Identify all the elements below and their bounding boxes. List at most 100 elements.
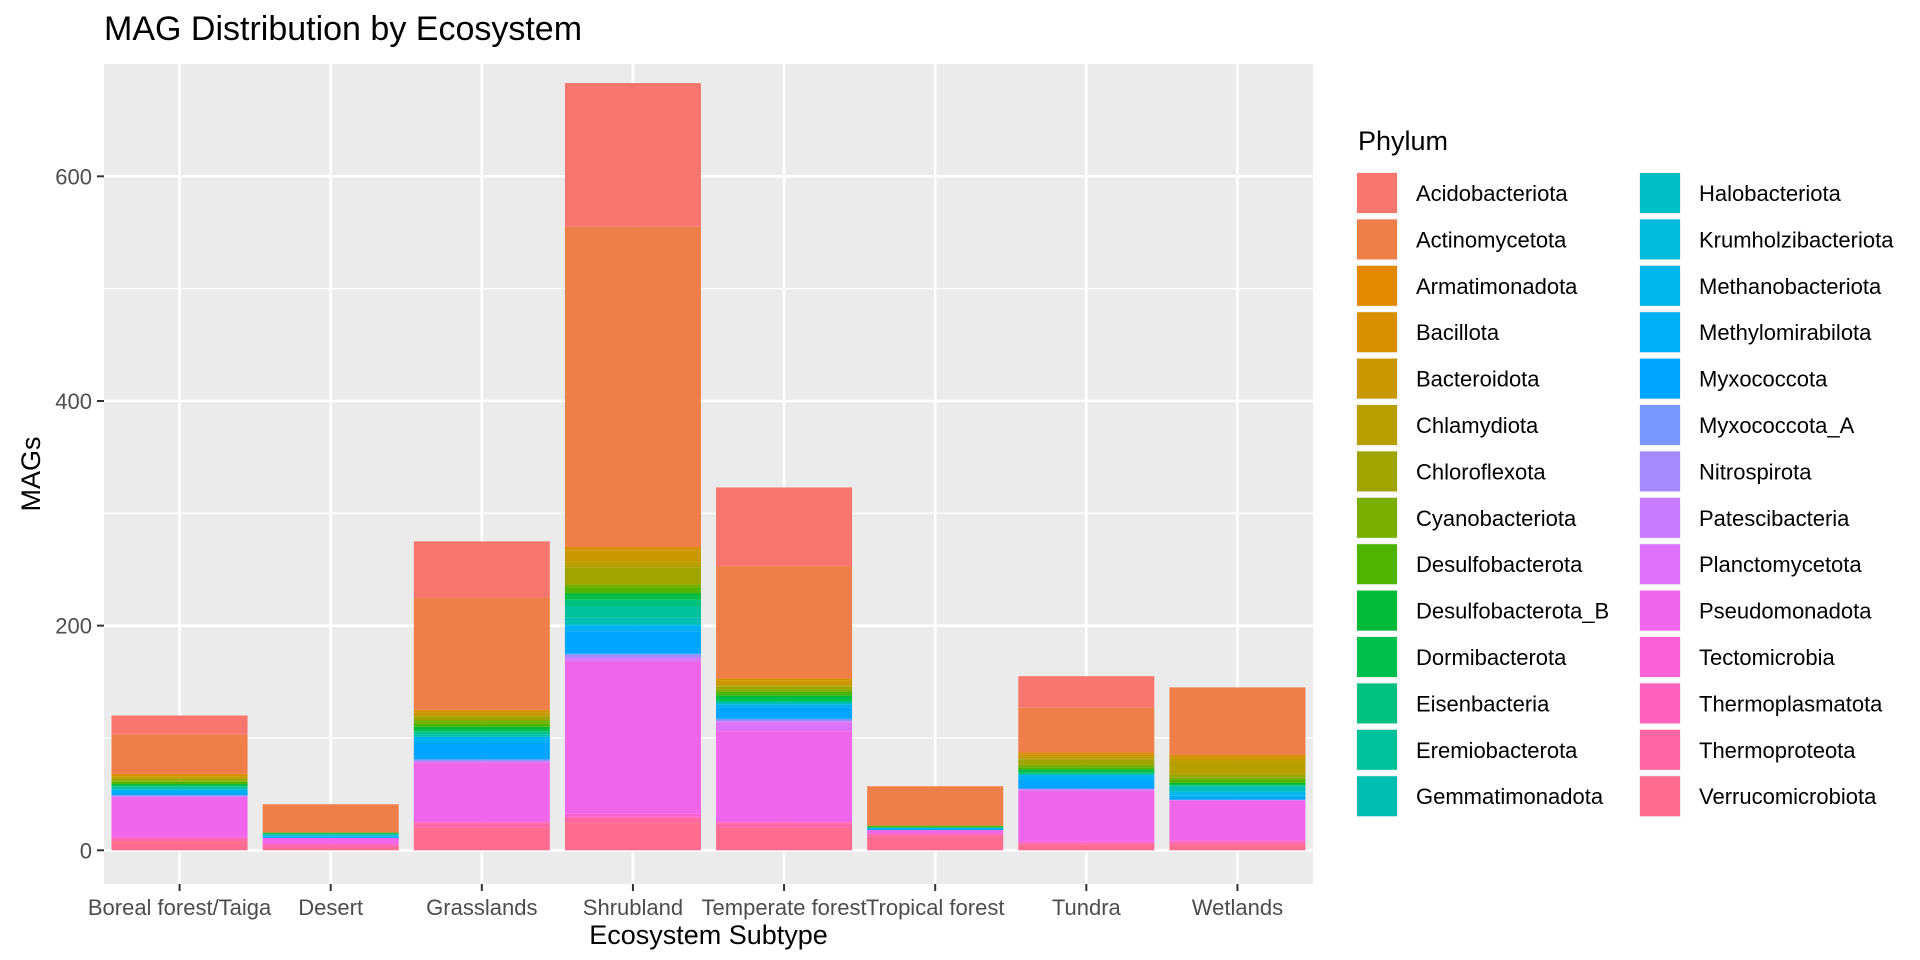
bar-segment xyxy=(716,822,853,824)
bar-segment xyxy=(413,726,550,729)
x-tick-label: Temperate forest xyxy=(702,895,867,920)
bar-segment xyxy=(564,661,701,814)
bar-segment xyxy=(564,587,701,594)
bar-segment xyxy=(867,825,1004,827)
bar-segment xyxy=(111,836,248,838)
bar-segment xyxy=(716,685,853,687)
x-axis: Boreal forest/Taiga Desert Grasslands Shrub… xyxy=(88,884,1283,920)
legend-label: Myxococcota_A xyxy=(1699,413,1855,438)
bar-segment xyxy=(716,721,853,723)
legend-label: Dormibacterota xyxy=(1416,645,1567,670)
legend-swatch xyxy=(1640,544,1680,585)
legend: Phylum Acidobacteriota Actinomycetota Arma… xyxy=(1356,126,1894,818)
legend-swatch xyxy=(1357,497,1397,538)
bar-segment xyxy=(564,816,701,818)
bar-segment xyxy=(1169,777,1306,780)
bar-segment xyxy=(111,715,248,735)
legend-label: Nitrospirota xyxy=(1699,459,1812,484)
bar-segment xyxy=(262,804,399,833)
legend-label: Desulfobacterota_B xyxy=(1416,599,1609,624)
bar-segment xyxy=(564,561,701,568)
bar-segment xyxy=(1169,797,1306,800)
bar-segment xyxy=(1018,707,1155,753)
bar-segment xyxy=(564,625,701,632)
bar-segment xyxy=(564,617,701,625)
legend-label: Thermoproteota xyxy=(1699,738,1856,763)
bar-segment xyxy=(111,773,248,777)
bar-segment xyxy=(111,734,248,774)
bar-segment xyxy=(413,762,550,822)
bar-segment xyxy=(413,709,550,713)
legend-swatch xyxy=(1357,544,1397,585)
bar-segment xyxy=(564,813,701,817)
legend-swatch xyxy=(1640,637,1680,677)
x-tick-label: Grasslands xyxy=(426,895,537,920)
bar-segment xyxy=(1018,779,1155,789)
bar-segment xyxy=(1018,773,1155,776)
bar-segment xyxy=(111,776,248,779)
bar-segment xyxy=(111,837,248,840)
bar-segment xyxy=(564,817,701,823)
bar-segment xyxy=(262,833,399,835)
bar-segment xyxy=(1018,772,1155,774)
legend-swatch xyxy=(1357,683,1397,724)
bar-segment xyxy=(716,566,853,679)
bar-segment xyxy=(716,689,853,692)
bar-segment xyxy=(111,797,248,837)
x-tick-label: Wetlands xyxy=(1192,895,1283,920)
legend-label: Patescibacteria xyxy=(1699,506,1850,531)
bar-segment xyxy=(111,841,248,851)
legend-swatch xyxy=(1640,590,1680,631)
legend-swatch xyxy=(1357,312,1397,353)
bar-segment xyxy=(413,736,550,743)
bar-segment xyxy=(413,712,550,716)
chart-title: MAG Distribution by Ecosystem xyxy=(104,10,582,48)
bar-segment xyxy=(564,624,701,626)
bar-segment xyxy=(111,781,248,785)
bar-segment xyxy=(262,834,399,836)
bar-segment xyxy=(716,487,853,567)
bar-segment xyxy=(262,836,399,838)
bar-segment xyxy=(413,541,550,598)
bar-segment xyxy=(413,723,550,727)
bar-segment xyxy=(1169,844,1306,851)
bar-segment xyxy=(716,704,853,708)
bar-segment xyxy=(716,722,853,732)
bar-segment xyxy=(413,827,550,851)
legend-swatch xyxy=(1640,219,1680,260)
bar-segment xyxy=(1018,752,1155,755)
legend-label: Actinomycetota xyxy=(1416,227,1567,252)
bar-segment xyxy=(867,826,1004,828)
bar-segment xyxy=(564,653,701,655)
bar-segment xyxy=(1018,769,1155,771)
legend-swatch xyxy=(1357,219,1397,260)
legend-swatch xyxy=(1640,497,1680,538)
bar-segment xyxy=(1018,758,1155,760)
bar-segment xyxy=(111,795,248,797)
y-tick-label: 600 xyxy=(55,164,92,189)
bar-segment xyxy=(1169,791,1306,794)
bar-segment xyxy=(1018,844,1155,851)
bar-segment xyxy=(564,606,701,618)
bar-segment xyxy=(867,834,1004,837)
legend-label: Chlamydiota xyxy=(1416,413,1539,438)
bar-segment xyxy=(1169,786,1306,789)
y-tick-label: 400 xyxy=(55,389,92,414)
bar-segment xyxy=(413,728,550,732)
bar-segment xyxy=(413,731,550,734)
bar-segment xyxy=(111,786,248,788)
bar-segment xyxy=(564,226,701,548)
legend-swatch xyxy=(1357,405,1397,445)
legend-swatch xyxy=(1640,173,1680,213)
bar-segment xyxy=(867,786,1004,826)
bar-segment xyxy=(262,845,399,849)
bar-segment xyxy=(564,550,701,562)
bar-segment xyxy=(564,584,701,588)
bar-segment xyxy=(1018,759,1155,765)
bar-segment xyxy=(413,715,550,717)
bar-segment xyxy=(1018,789,1155,791)
legend-swatch xyxy=(1357,173,1397,213)
bar-segment xyxy=(1169,757,1306,761)
legend-label: Desulfobacterota xyxy=(1416,552,1583,577)
legend-label: Eremiobacterota xyxy=(1416,738,1578,763)
